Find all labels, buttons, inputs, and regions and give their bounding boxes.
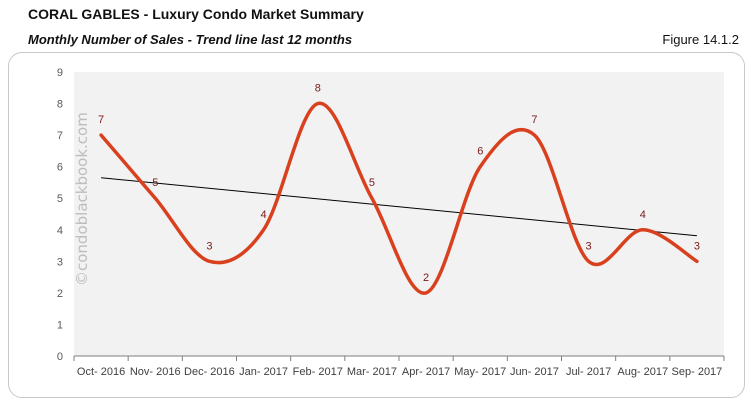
watermark: ©condoblackbook.com (73, 112, 91, 286)
x-tick-label: Sep- 2017 (672, 366, 723, 378)
data-label: 7 (531, 114, 537, 126)
data-label: 3 (206, 240, 212, 252)
sales-series-line (99, 101, 699, 295)
data-label: 5 (369, 177, 375, 189)
y-tick-label: 4 (57, 225, 63, 237)
data-label: 3 (694, 240, 700, 252)
y-axis: 0 1 2 3 4 5 6 7 8 9 (57, 67, 63, 363)
trend-line (101, 177, 697, 237)
data-label: 3 (586, 240, 592, 252)
x-tick-label: Jan- 2017 (239, 366, 288, 378)
chart-subtitle: Monthly Number of Sales - Trend line las… (28, 32, 353, 47)
x-tick-label: Aug- 2017 (617, 366, 668, 378)
x-tick-label: Jul- 2017 (566, 366, 611, 378)
x-tick-label: Oct- 2016 (77, 366, 125, 378)
plot-area (74, 72, 724, 356)
y-tick-label: 6 (57, 162, 63, 174)
y-tick-label: 0 (57, 351, 63, 363)
y-tick-label: 7 (57, 130, 63, 142)
x-tick-label: Mar- 2017 (347, 366, 397, 378)
data-label: 4 (640, 209, 646, 221)
data-label: 6 (477, 146, 483, 158)
y-tick-label: 5 (57, 193, 63, 205)
x-tick-label: Feb- 2017 (293, 366, 343, 378)
chart-main-title: CORAL GABLES - Luxury Condo Market Summa… (28, 6, 364, 22)
x-tick-label: Dec- 2016 (184, 366, 235, 378)
data-label: 4 (261, 209, 267, 221)
data-labels: 7 5 3 4 8 5 2 6 7 3 4 3 (98, 83, 700, 284)
data-label: 2 (423, 272, 429, 284)
x-axis: Oct- 2016 Nov- 2016 Dec- 2016 Jan- 2017 Feb-… (73, 355, 725, 378)
figure-label: Figure 14.1.2 (662, 32, 739, 47)
y-tick-label: 1 (57, 319, 63, 331)
y-tick-label: 8 (57, 99, 63, 111)
x-tick-label: Jun- 2017 (510, 366, 559, 378)
y-tick-label: 9 (57, 67, 63, 79)
x-tick-label: May- 2017 (454, 366, 506, 378)
x-tick-label: Nov- 2016 (130, 366, 181, 378)
data-label: 8 (315, 83, 321, 95)
y-tick-label: 3 (57, 256, 63, 268)
data-label: 7 (98, 114, 104, 126)
data-label: 5 (152, 177, 158, 189)
x-tick-label: Apr- 2017 (402, 366, 450, 378)
y-tick-label: 2 (57, 288, 63, 300)
